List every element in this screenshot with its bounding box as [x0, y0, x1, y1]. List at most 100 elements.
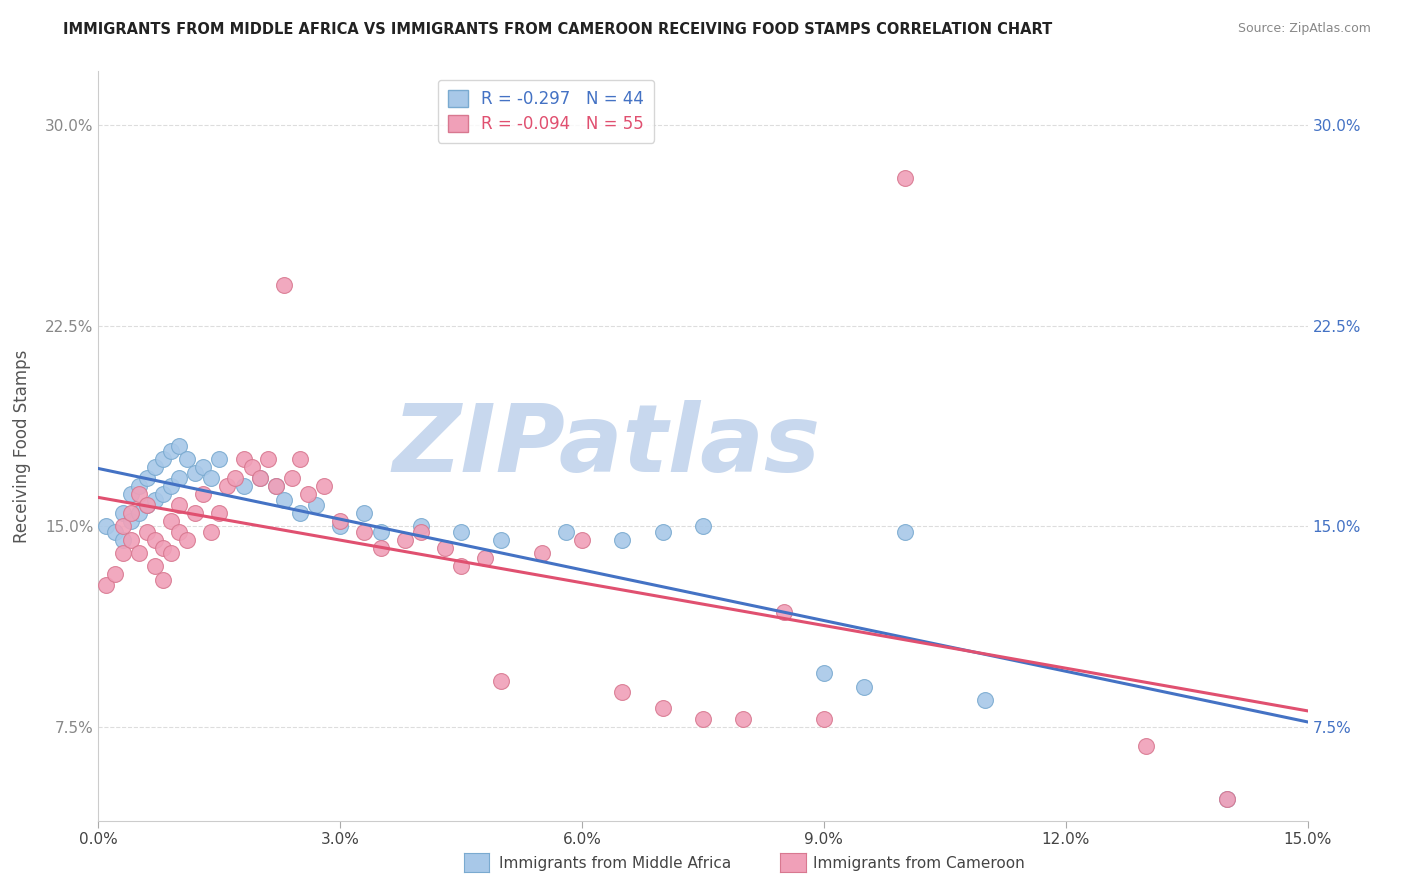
Point	[1216, 792, 1239, 806]
Point	[200, 471, 222, 485]
Text: Immigrants from Middle Africa: Immigrants from Middle Africa	[499, 856, 731, 871]
Point	[772, 605, 794, 619]
Point	[160, 546, 183, 560]
Point	[612, 685, 634, 699]
Point	[450, 559, 472, 574]
Point	[474, 551, 496, 566]
Point	[111, 519, 134, 533]
Point	[273, 492, 295, 507]
Point	[96, 519, 118, 533]
Point	[120, 533, 142, 547]
Point	[224, 471, 246, 485]
Point	[167, 439, 190, 453]
Point	[120, 487, 142, 501]
Point	[111, 546, 134, 560]
Point	[329, 519, 352, 533]
Point	[208, 506, 231, 520]
Y-axis label: Receiving Food Stamps: Receiving Food Stamps	[13, 350, 31, 542]
Point	[571, 533, 593, 547]
Point	[120, 514, 142, 528]
Point	[1135, 739, 1157, 753]
Point	[256, 452, 278, 467]
Point	[103, 524, 125, 539]
Point	[434, 541, 457, 555]
Point	[240, 460, 263, 475]
Point	[152, 452, 174, 467]
Point	[135, 524, 157, 539]
Point	[143, 559, 166, 574]
Point	[143, 492, 166, 507]
Point	[128, 546, 150, 560]
Point	[370, 541, 392, 555]
Point	[176, 533, 198, 547]
Point	[128, 506, 150, 520]
Point	[612, 533, 634, 547]
Point	[893, 171, 915, 186]
Text: IMMIGRANTS FROM MIDDLE AFRICA VS IMMIGRANTS FROM CAMEROON RECEIVING FOOD STAMPS : IMMIGRANTS FROM MIDDLE AFRICA VS IMMIGRA…	[63, 22, 1053, 37]
Point	[692, 519, 714, 533]
Point	[555, 524, 578, 539]
Point	[853, 680, 876, 694]
Point	[128, 487, 150, 501]
Point	[305, 498, 328, 512]
Point	[111, 533, 134, 547]
Point	[167, 471, 190, 485]
Point	[1216, 792, 1239, 806]
Point	[370, 524, 392, 539]
Point	[409, 519, 432, 533]
Point	[813, 666, 835, 681]
Point	[813, 712, 835, 726]
Point	[184, 506, 207, 520]
Point	[167, 524, 190, 539]
Point	[160, 479, 183, 493]
Point	[193, 487, 215, 501]
Point	[176, 452, 198, 467]
Point	[409, 524, 432, 539]
Point	[232, 452, 254, 467]
Point	[232, 479, 254, 493]
Point	[314, 479, 336, 493]
Point	[111, 506, 134, 520]
Point	[193, 460, 215, 475]
Point	[152, 541, 174, 555]
Point	[491, 674, 513, 689]
Point	[974, 693, 997, 707]
Point	[167, 498, 190, 512]
Point	[893, 524, 915, 539]
Point	[152, 573, 174, 587]
Point	[135, 498, 157, 512]
Point	[249, 471, 271, 485]
Point	[281, 471, 304, 485]
Point	[135, 471, 157, 485]
Point	[103, 567, 125, 582]
Point	[152, 487, 174, 501]
Point	[353, 524, 375, 539]
Point	[651, 524, 673, 539]
Point	[208, 452, 231, 467]
Point	[128, 479, 150, 493]
Point	[491, 533, 513, 547]
Point	[135, 498, 157, 512]
Point	[273, 278, 295, 293]
Point	[297, 487, 319, 501]
Point	[733, 712, 755, 726]
Point	[353, 506, 375, 520]
Point	[264, 479, 287, 493]
Text: ZIPatlas: ZIPatlas	[392, 400, 820, 492]
Point	[249, 471, 271, 485]
Point	[96, 578, 118, 592]
Point	[143, 533, 166, 547]
Point	[288, 506, 311, 520]
Text: Source: ZipAtlas.com: Source: ZipAtlas.com	[1237, 22, 1371, 36]
Point	[120, 506, 142, 520]
Point	[329, 514, 352, 528]
Text: Immigrants from Cameroon: Immigrants from Cameroon	[813, 856, 1025, 871]
Point	[160, 444, 183, 458]
Point	[288, 452, 311, 467]
Point	[143, 460, 166, 475]
Point	[530, 546, 553, 560]
Point	[394, 533, 416, 547]
Point	[217, 479, 239, 493]
Point	[200, 524, 222, 539]
Point	[264, 479, 287, 493]
